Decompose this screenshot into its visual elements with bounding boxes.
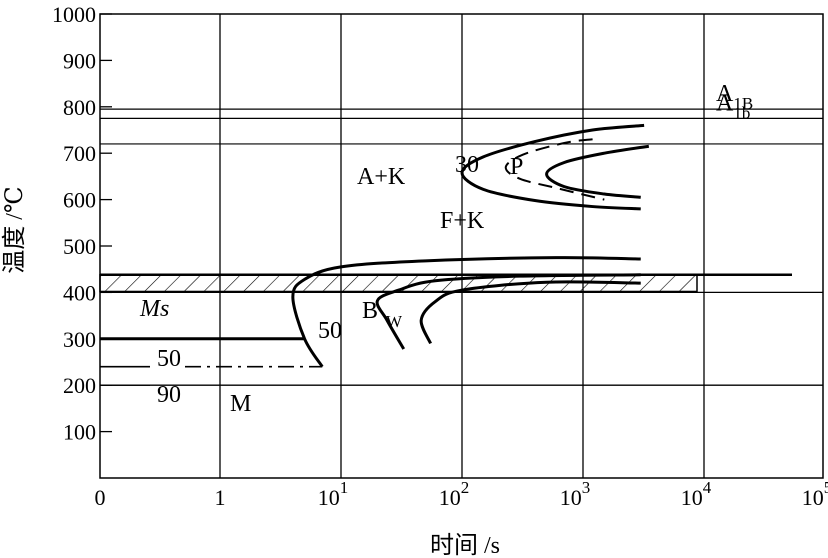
- ms-lines: [100, 337, 323, 386]
- label-50-low: 50: [157, 346, 181, 372]
- label-ak: A+K: [357, 164, 406, 190]
- pearlite-start-curve: [460, 123, 645, 211]
- y-tick-label-900: 900: [63, 48, 96, 73]
- x-tick-label-0: 0: [95, 485, 106, 510]
- transformation-curves: [100, 123, 792, 368]
- label-b-sub: W: [386, 312, 403, 331]
- y-tick-label-800: 800: [63, 95, 96, 120]
- region-labels: A+K F+K 30 P B W M Ms 50 50 90: [139, 152, 523, 417]
- label-p-pct: 30: [455, 152, 479, 178]
- label-ms: Ms: [139, 296, 169, 322]
- grid-lines: [100, 14, 823, 478]
- pearlite-end-curve: [545, 144, 650, 199]
- label-p: P: [510, 154, 523, 180]
- x-tick-exp-4: 3: [582, 478, 591, 497]
- y-tick-label-500: 500: [63, 234, 96, 259]
- x-tick-label-2: 101: [318, 478, 349, 510]
- bainite-start-curve: [291, 256, 641, 368]
- x-tick-label-3: 102: [439, 478, 470, 510]
- y-axis-title: 温度 /℃: [1, 186, 28, 274]
- y-tick-labels: 100 200 300 400 500 600 700 800 900 1000: [52, 2, 112, 445]
- y-tick-label-600: 600: [63, 188, 96, 213]
- bainite-end-curve: [419, 280, 641, 345]
- label-fk: F+K: [440, 208, 485, 234]
- x-tick-labels: 0 1 101 102 103 104 105: [95, 478, 828, 510]
- pearlite-30-curve: [504, 138, 605, 201]
- y-tick-label-300: 300: [63, 327, 96, 352]
- y-tick-label-400: 400: [63, 280, 96, 305]
- x-tick-label-5: 104: [681, 478, 712, 510]
- label-m: M: [230, 391, 251, 417]
- x-axis-title: 时间 /s: [430, 532, 500, 558]
- y-tick-label-700: 700: [63, 141, 96, 166]
- x-tick-exp-2: 1: [340, 478, 349, 497]
- x-tick-label-4: 103: [560, 478, 591, 510]
- y-tick-label-100: 100: [63, 420, 96, 445]
- x-tick-exp-3: 2: [461, 478, 470, 497]
- ref-label-sub-1: 1b: [733, 103, 750, 122]
- label-90: 90: [157, 382, 181, 408]
- y-tick-label-200: 200: [63, 373, 96, 398]
- x-tick-exp-6: 5: [824, 478, 828, 497]
- ref-label-sub-0: 1B: [733, 94, 753, 113]
- label-50-mid: 50: [318, 318, 342, 344]
- x-tick-exp-5: 4: [703, 478, 712, 497]
- label-b: B: [362, 298, 378, 324]
- bainite-50-curve: [375, 273, 641, 350]
- x-tick-label-6: 105: [802, 478, 828, 510]
- x-tick-label-1: 1: [215, 485, 226, 510]
- y-tick-label-1000: 1000: [52, 2, 96, 27]
